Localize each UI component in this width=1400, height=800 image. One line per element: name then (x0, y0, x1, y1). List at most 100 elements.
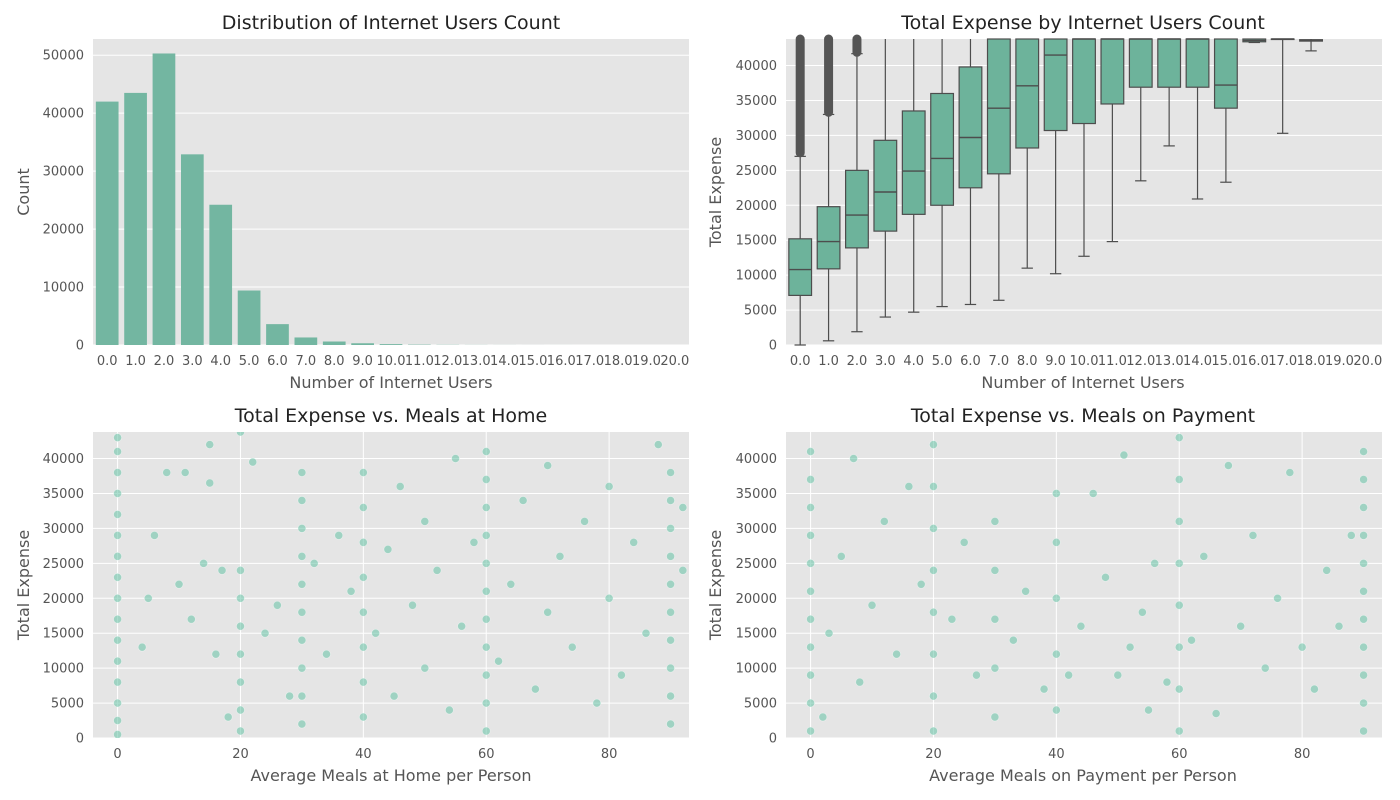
scatter-point (1174, 433, 1184, 442)
scatter-point (1310, 684, 1319, 694)
box (901, 110, 926, 215)
scatter-point (113, 614, 122, 624)
y-tick-label: 35000 (736, 94, 777, 109)
scatter-point (113, 656, 122, 666)
scatter-point (113, 447, 122, 456)
box (873, 139, 898, 232)
y-tick-label: 30000 (43, 522, 84, 537)
x-tick-label: 40 (355, 747, 372, 762)
scatter-point (604, 593, 614, 603)
scatter-point (1009, 635, 1018, 645)
scatter-point (836, 552, 846, 561)
scatter-point (236, 621, 245, 631)
scatter-point (1359, 670, 1368, 680)
y-tick-label: 0 (76, 732, 84, 747)
scatter-point (806, 670, 815, 680)
scatter-point (150, 531, 159, 540)
scatter-point (236, 726, 245, 736)
x-tick-label: 2.0 (154, 354, 175, 369)
scatter-point (408, 600, 417, 610)
scatter-point (334, 531, 344, 540)
scatter-point (1174, 642, 1184, 652)
box-plot (1157, 38, 1182, 147)
x-tick-label: 15.0 (518, 354, 547, 369)
scatter-point (113, 677, 122, 687)
x-tick-label: 19.0 (1325, 354, 1354, 369)
scatter-point (1285, 468, 1295, 477)
scatter-point (855, 677, 865, 687)
x-tick-label: 1.0 (818, 354, 839, 369)
scatter-point (990, 517, 1000, 526)
scatter-point (420, 517, 430, 526)
scatter-point (1224, 461, 1233, 470)
x-tick-label: 17.0 (575, 354, 604, 369)
scatter-point (205, 478, 215, 488)
bar (95, 101, 119, 345)
scatter-point (481, 698, 491, 708)
bar (180, 154, 204, 345)
x-tick-label: 60 (478, 747, 495, 762)
scatter-point (481, 475, 491, 484)
scatter-point (880, 517, 889, 526)
scatter-point (929, 726, 938, 736)
y-tick-label: 25000 (43, 557, 84, 572)
scatter-point (359, 677, 368, 687)
scatter-point (297, 524, 307, 533)
scatter-point (867, 600, 877, 610)
scatter-point (1322, 566, 1332, 575)
scatter-point (297, 468, 307, 477)
scatter-point (543, 607, 552, 617)
scatter-point (457, 621, 466, 631)
x-tick-label: 7.0 (296, 354, 317, 369)
scatter-point (666, 635, 675, 645)
scatter-point (1359, 559, 1368, 568)
scatter-point (824, 628, 834, 638)
scatter-point (1076, 621, 1086, 631)
box-plot (1270, 38, 1295, 134)
box (1128, 38, 1153, 88)
scatter-point (580, 517, 589, 526)
scatter-point (297, 580, 307, 589)
scatter-point (1359, 726, 1368, 736)
bar (152, 53, 176, 345)
scatter-point (359, 468, 368, 477)
box (930, 92, 955, 206)
scatter-point (806, 475, 815, 484)
scatter-point (236, 593, 245, 603)
scatter-point (678, 503, 688, 512)
scatter-point (469, 538, 479, 547)
scatter-point (1248, 531, 1258, 540)
x-tick-label: 16.0 (547, 354, 576, 369)
scatter-point (947, 614, 957, 624)
x-tick-label: 15.0 (1211, 354, 1240, 369)
scatter-point (137, 642, 147, 652)
plot-area (786, 432, 1382, 738)
scatter-point (359, 503, 368, 512)
y-tick-label: 10000 (43, 662, 84, 677)
scatter-point (972, 670, 981, 680)
box-plot (901, 39, 926, 313)
scatter-point (494, 656, 503, 666)
scatter-point (359, 538, 368, 547)
scatter-point (1113, 670, 1123, 680)
box-plot (1185, 38, 1210, 200)
x-tick-label: 18.0 (604, 354, 633, 369)
y-tick-label: 5000 (744, 304, 777, 319)
scatter-point (990, 712, 1000, 722)
x-tick-label: 13.0 (462, 354, 491, 369)
x-tick-label: 0 (113, 747, 121, 762)
scatter-point (806, 559, 815, 568)
scatter-point (236, 566, 245, 575)
scatter-point (929, 566, 938, 575)
chart-title: Total Expense vs. Meals at Home (234, 405, 548, 427)
scatter-point (806, 726, 815, 736)
x-tick-label: 5.0 (239, 354, 260, 369)
scatter-point (818, 712, 828, 722)
bar (322, 341, 346, 345)
scatter-point (1346, 531, 1356, 540)
scatter-point (916, 580, 926, 589)
bar (351, 343, 374, 345)
scatter-point (113, 635, 122, 645)
y-tick-label: 5000 (744, 697, 777, 712)
box (1157, 38, 1182, 88)
